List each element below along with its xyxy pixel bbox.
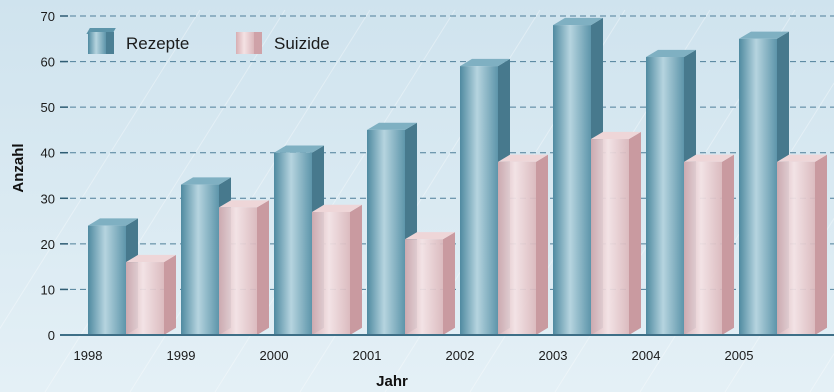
bar-front <box>274 152 312 335</box>
bar-suizide-1999 <box>219 200 269 335</box>
legend-swatch-rezepte-side <box>106 32 114 54</box>
bar-front <box>460 66 498 335</box>
bar-side <box>164 254 176 335</box>
bar-top <box>684 154 734 162</box>
floor-grid-line <box>0 9 201 330</box>
bar-top <box>739 31 789 39</box>
bar-side <box>443 232 455 335</box>
y-tick-label: 0 <box>48 328 55 343</box>
y-tick-label: 50 <box>41 100 55 115</box>
bar-front <box>367 129 405 335</box>
bar-front <box>591 139 629 335</box>
bar-top <box>460 58 510 67</box>
floor-grid-line <box>44 9 286 392</box>
bar-top <box>646 49 696 58</box>
bar-front <box>646 57 684 336</box>
legend-item-suizide: Suizide <box>236 32 330 54</box>
bar-suizide-2000 <box>312 204 362 335</box>
bar-front <box>219 207 257 335</box>
bar-front <box>684 161 722 335</box>
bar-front <box>553 25 591 335</box>
bar-suizide-1998 <box>126 254 176 335</box>
bar-front <box>312 211 350 335</box>
bar-side <box>722 154 734 335</box>
bar-front <box>739 38 777 336</box>
legend-label-suizide: Suizide <box>274 34 330 53</box>
x-tick-label: 2004 <box>632 348 661 363</box>
x-tick-label: 1998 <box>74 348 103 363</box>
y-tick-labels: 0 10 20 30 40 50 60 70 <box>41 9 55 343</box>
legend-swatch-suizide-side <box>254 32 262 54</box>
bar-front <box>126 262 164 335</box>
x-axis-title: Jahr <box>376 373 408 390</box>
bar-suizide-2003 <box>591 131 641 335</box>
y-axis-title: Anzahl <box>10 143 27 192</box>
bar-top <box>367 122 417 130</box>
y-tick-label: 30 <box>41 191 55 206</box>
bar-top <box>591 131 641 140</box>
bar-suizide-2001 <box>405 232 455 335</box>
legend-item-rezepte: Rezepte <box>86 28 189 54</box>
x-tick-label: 2000 <box>260 348 289 363</box>
bar-front <box>777 161 815 335</box>
bar-front <box>405 239 443 335</box>
bar-top <box>498 154 548 162</box>
bar-front <box>88 225 126 335</box>
bar-side <box>629 131 641 335</box>
bar-top <box>312 204 362 212</box>
bar-top <box>274 145 324 153</box>
y-tick-label: 70 <box>41 9 55 24</box>
legend-swatch-rezepte <box>88 32 106 54</box>
legend-swatch-suizide <box>236 32 254 54</box>
y-tick-label: 20 <box>41 237 55 252</box>
y-tick-label: 40 <box>41 146 55 161</box>
bar-top <box>553 17 603 26</box>
bar-side <box>350 204 362 335</box>
bar-front <box>181 184 219 335</box>
y-tick-label: 10 <box>41 282 55 297</box>
bar-top <box>88 218 138 226</box>
bar-side <box>536 154 548 335</box>
x-tick-label: 2001 <box>353 348 382 363</box>
bar-top <box>219 200 269 208</box>
bar-top <box>405 232 455 240</box>
bar-suizide-2004 <box>684 154 734 335</box>
x-tick-label: 2005 <box>725 348 754 363</box>
bar-top <box>126 254 176 263</box>
bar-suizide-2002 <box>498 154 548 335</box>
x-tick-label: 1999 <box>167 348 196 363</box>
bars <box>88 17 827 336</box>
y-tick-label: 60 <box>41 55 55 70</box>
bar-front <box>498 161 536 335</box>
x-tick-label: 2003 <box>539 348 568 363</box>
bar-suizide-2005 <box>777 154 827 335</box>
bar-side <box>257 200 269 335</box>
bar-top <box>181 177 231 185</box>
bar-top <box>777 154 827 162</box>
bar-side <box>815 154 827 335</box>
x-tick-label: 2002 <box>446 348 475 363</box>
legend-label-rezepte: Rezepte <box>126 34 189 53</box>
x-tick-labels: 1998 1999 2000 2001 2002 2003 2004 2005 <box>74 348 754 363</box>
legend: Rezepte Suizide <box>86 28 330 54</box>
